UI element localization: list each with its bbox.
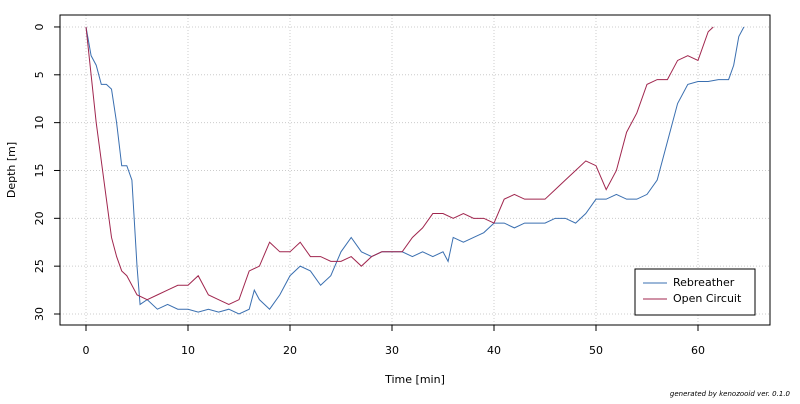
y-tick-label: 20 [33,211,46,225]
legend-label: Rebreather [673,276,735,289]
y-tick-label: 15 [33,163,46,177]
x-tick-label: 30 [385,344,399,357]
legend-box [634,268,756,316]
series-line [85,26,714,305]
plot-frame [59,14,771,326]
y-tick-label: 0 [33,23,46,30]
x-tick-label: 20 [283,344,297,357]
y-tick-label: 25 [33,259,46,273]
y-tick-label: 5 [33,71,46,78]
y-tick-label: 10 [33,116,46,130]
legend-label: Open Circuit [673,292,742,305]
y-axis-label: Depth [m] [5,142,18,198]
x-axis-label: Time [min] [384,373,445,386]
x-tick-label: 60 [691,344,705,357]
x-tick-label: 50 [589,344,603,357]
x-tick-label: 0 [83,344,90,357]
y-tick-label: 30 [33,307,46,321]
x-tick-label: 40 [487,344,501,357]
x-tick-label: 10 [181,344,195,357]
footer: generated by kenozooid ver. 0.1.0 [670,390,791,398]
